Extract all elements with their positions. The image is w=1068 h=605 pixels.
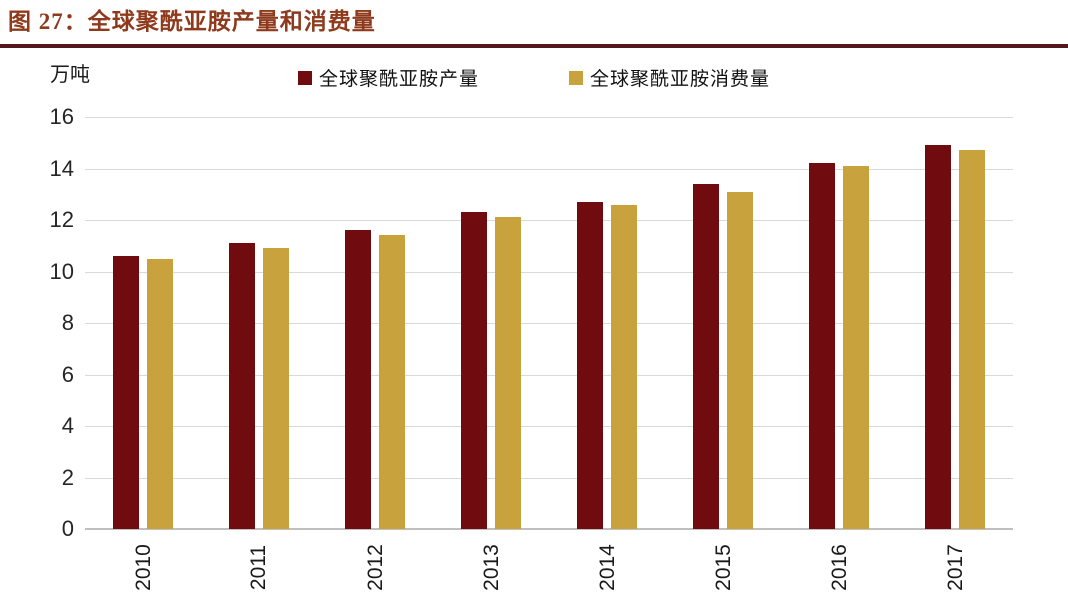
production-legend-swatch bbox=[297, 70, 312, 85]
x-tick-label-2014: 2014 bbox=[595, 543, 619, 591]
bar-production-2013 bbox=[461, 212, 487, 529]
consumption-legend-label: 全球聚酰亚胺消费量 bbox=[590, 69, 771, 90]
x-tick-label-2010: 2010 bbox=[131, 543, 155, 591]
y-axis-unit-label: 万吨 bbox=[50, 64, 90, 86]
plot-area bbox=[85, 117, 1013, 530]
bar-consumption-2012 bbox=[379, 235, 405, 529]
bar-consumption-2015 bbox=[727, 191, 753, 529]
bar-group-2011 bbox=[201, 117, 317, 529]
bar-consumption-2017 bbox=[959, 150, 985, 529]
y-tick-label-14: 14 bbox=[49, 155, 74, 181]
x-tick-label-2013: 2013 bbox=[479, 543, 503, 591]
bar-group-2013 bbox=[433, 117, 549, 529]
x-tick-label-2017: 2017 bbox=[943, 543, 967, 591]
legend-item-production: 全球聚酰亚胺产量 bbox=[297, 64, 479, 91]
x-tick-label-2012: 2012 bbox=[363, 543, 387, 591]
x-tick-label-2011: 2011 bbox=[247, 544, 271, 590]
bar-consumption-2014 bbox=[611, 204, 637, 529]
gridline-y10 bbox=[85, 271, 1013, 273]
bar-production-2017 bbox=[925, 145, 951, 529]
gridline-y14 bbox=[85, 168, 1013, 170]
y-tick-label-6: 6 bbox=[61, 361, 74, 387]
title-divider-line bbox=[0, 44, 1068, 48]
y-tick-label-8: 8 bbox=[61, 310, 74, 335]
gridline-y2 bbox=[85, 477, 1013, 479]
bar-group-2014 bbox=[549, 117, 665, 529]
figure-title: 图 27：全球聚酰亚胺产量和消费量 bbox=[8, 9, 376, 34]
bar-production-2014 bbox=[577, 201, 603, 529]
x-tick-label-2016: 2016 bbox=[827, 543, 851, 591]
consumption-legend-swatch bbox=[569, 70, 583, 85]
chart-legend: 全球聚酰亚胺产量 全球聚酰亚胺消费量 bbox=[0, 64, 1068, 91]
gridline-y16 bbox=[85, 117, 1013, 118]
y-tick-label-0: 0 bbox=[61, 516, 74, 541]
production-legend-label: 全球聚酰亚胺产量 bbox=[318, 69, 479, 90]
legend-item-consumption: 全球聚酰亚胺消费量 bbox=[569, 64, 770, 91]
bar-production-2012 bbox=[345, 230, 371, 529]
bar-production-2015 bbox=[693, 183, 719, 529]
y-tick-label-10: 10 bbox=[49, 258, 74, 284]
bar-consumption-2010 bbox=[147, 258, 173, 529]
bar-production-2016 bbox=[809, 163, 835, 529]
y-tick-label-16: 16 bbox=[49, 104, 74, 129]
gridline-y8 bbox=[85, 323, 1013, 324]
y-tick-label-12: 12 bbox=[49, 207, 74, 232]
bar-consumption-2013 bbox=[495, 217, 521, 529]
bar-group-2012 bbox=[317, 117, 433, 529]
gridline-y12 bbox=[85, 220, 1013, 221]
bar-group-2017 bbox=[897, 117, 1013, 529]
x-tick-label-2015: 2015 bbox=[711, 543, 735, 591]
bar-consumption-2016 bbox=[843, 165, 869, 529]
bar-consumption-2011 bbox=[263, 248, 289, 529]
x-axis-line bbox=[85, 528, 1013, 530]
y-tick-label-4: 4 bbox=[61, 413, 74, 438]
bar-group-2016 bbox=[781, 117, 897, 529]
gridline-y4 bbox=[85, 426, 1013, 427]
gridline-y6 bbox=[85, 374, 1013, 376]
bar-production-2011 bbox=[229, 243, 255, 529]
bar-group-2010 bbox=[85, 117, 201, 529]
bar-production-2010 bbox=[113, 256, 139, 529]
bar-group-2015 bbox=[665, 117, 781, 529]
y-tick-label-2: 2 bbox=[61, 464, 74, 490]
